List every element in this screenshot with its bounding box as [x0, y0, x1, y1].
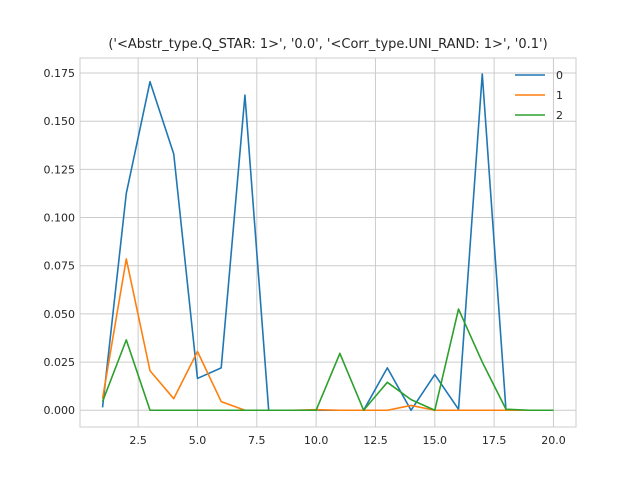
legend-label-0: 0 [556, 69, 563, 82]
x-tick-label: 12.5 [363, 434, 388, 447]
x-tick-label: 7.5 [248, 434, 266, 447]
x-tick-label: 15.0 [423, 434, 448, 447]
y-tick-label: 0.025 [44, 356, 76, 369]
tick-layer: 2.5 5.0 7.5 10.0 12.5 15.0 17.5 20.0 0.000 0.025 0… [44, 67, 566, 447]
legend: 0 1 2 [515, 69, 563, 122]
legend-label-1: 1 [556, 89, 563, 102]
plot-frame [79, 57, 577, 428]
y-tick-label: 0.100 [44, 212, 76, 225]
y-tick-label: 0.175 [44, 67, 76, 80]
y-tick-label: 0.075 [44, 260, 76, 273]
y-tick-label: 0.000 [44, 404, 76, 417]
y-tick-label: 0.125 [44, 163, 76, 176]
x-tick-label: 17.5 [482, 434, 507, 447]
y-tick-label: 0.050 [44, 308, 76, 321]
series-line-1 [101, 258, 554, 412]
grid [80, 58, 576, 427]
chart-title: ('<Abstr_type.Q_STAR: 1>', '0.0', '<Corr… [108, 37, 547, 52]
y-tick-label: 0.150 [44, 115, 76, 128]
series-line-2 [101, 308, 554, 412]
legend-label-2: 2 [556, 109, 563, 122]
x-tick-label: 5.0 [189, 434, 207, 447]
x-tick-label: 2.5 [129, 434, 147, 447]
x-tick-label: 20.0 [541, 434, 566, 447]
x-tick-label: 10.0 [304, 434, 329, 447]
series-layer [101, 73, 554, 412]
